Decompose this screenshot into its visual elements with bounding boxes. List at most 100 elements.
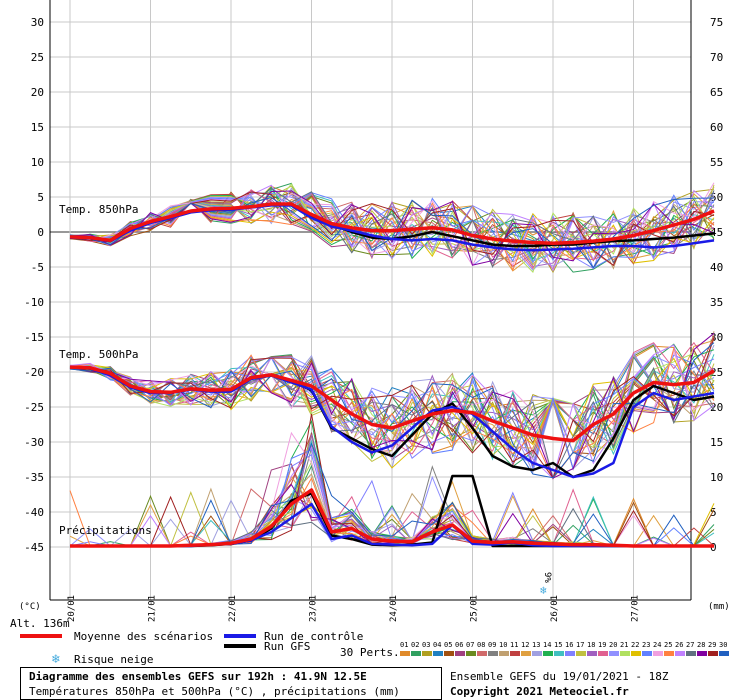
x-tick-label: 21/01: [148, 595, 158, 622]
right-tick-label: 10: [710, 471, 723, 484]
panel-label-850: Temp. 850hPa: [59, 203, 138, 216]
left-tick-label: -15: [24, 331, 44, 344]
pert-legend-label: 30: [719, 641, 727, 649]
plot-area: [50, 0, 691, 600]
pert-legend-label: 18: [587, 641, 595, 649]
pert-legend-label: 02: [411, 641, 419, 649]
pert-legend-label: 05: [444, 641, 452, 649]
pert-legend-label: 14: [543, 641, 551, 649]
pert-legend-swatch: [708, 651, 718, 656]
pert-legend-swatch: [400, 651, 410, 656]
pert-legend-label: 22: [631, 641, 639, 649]
left-tick-label: -5: [31, 261, 44, 274]
series-0-precip: [70, 488, 714, 548]
perturbation-30-t500: [69, 342, 715, 479]
pert-legend-label: 25: [664, 641, 672, 649]
x-axis: 20/01 21/01 22/01 23/01 24/01 25/01 26/01 27/01: [67, 595, 641, 622]
pert-legend-swatch: [488, 651, 498, 656]
pert-legend-swatch: [554, 651, 564, 656]
pert-legend-label: 20: [609, 641, 617, 649]
legend-gfs: Run GFS: [264, 640, 310, 653]
left-tick-label: 0: [37, 226, 44, 239]
pert-legend-swatch: [598, 651, 608, 656]
left-tick-label: 15: [31, 121, 44, 134]
pert-legend-label: 08: [477, 641, 485, 649]
perturbation-count: 30 Perts.: [340, 646, 400, 659]
legend-snow: Risque neige: [74, 653, 153, 666]
right-tick-label: 60: [710, 121, 723, 134]
x-tick-label: 24/01: [389, 595, 399, 622]
pert-legend-swatch: [719, 651, 729, 656]
left-tick-label: 5: [37, 191, 44, 204]
pert-legend-label: 11: [510, 641, 518, 649]
copyright: Copyright 2021 Meteociel.fr: [450, 685, 629, 698]
pert-legend-swatch: [620, 651, 630, 656]
x-tick-label: 26/01: [550, 595, 560, 622]
x-tick-label: 22/01: [228, 595, 238, 622]
x-tick-label: 25/01: [470, 595, 480, 622]
footer-box: Diagramme des ensembles GEFS sur 192h : …: [20, 667, 442, 700]
pert-legend-label: 12: [521, 641, 529, 649]
right-tick-label: 30: [710, 331, 723, 344]
perturbation-24-t500: [69, 350, 715, 481]
left-axis: 30 25 20 15 10 5 0 -5 -10 -15 -20 -25 -30 -35 -40 -45: [24, 16, 44, 554]
legend-control: Run de contrôle: [264, 630, 363, 643]
pert-legend-swatch: [466, 651, 476, 656]
left-unit: (°C): [19, 602, 41, 612]
left-tick-label: -25: [24, 401, 44, 414]
pert-legend-label: 19: [598, 641, 606, 649]
panel-label-500: Temp. 500hPa: [59, 348, 138, 361]
right-tick-label: 5: [710, 506, 717, 519]
snow-risk-marker: 9% ❄: [540, 572, 552, 597]
pert-legend-label: 15: [554, 641, 562, 649]
pert-legend-swatch: [444, 651, 454, 656]
pert-legend-swatch: [477, 651, 487, 656]
pert-legend-swatch: [631, 651, 641, 656]
footer-subtitle: Températures 850hPa et 500hPa (°C) , pré…: [29, 685, 400, 698]
pert-legend-label: 13: [532, 641, 540, 649]
footer-title: Diagramme des ensembles GEFS sur 192h : …: [29, 670, 367, 683]
pert-legend-swatch: [587, 651, 597, 656]
right-tick-label: 70: [710, 51, 723, 64]
right-tick-label: 75: [710, 16, 723, 29]
run-info: Ensemble GEFS du 19/01/2021 - 18Z: [450, 670, 669, 683]
pert-legend-swatch: [499, 651, 509, 656]
left-tick-label: 10: [31, 156, 44, 169]
right-tick-label: 20: [710, 401, 723, 414]
pert-legend-swatch: [653, 651, 663, 656]
pert-legend-swatch: [697, 651, 707, 656]
pert-legend-label: 06: [455, 641, 463, 649]
pert-legend-swatch: [433, 651, 443, 656]
pert-legend-label: 29: [708, 641, 716, 649]
left-tick-label: 25: [31, 51, 44, 64]
x-tick-label: 27/01: [631, 595, 641, 622]
snow-risk-percent: 9%: [542, 572, 552, 583]
pert-legend-label: 28: [697, 641, 705, 649]
x-tick-label: 23/01: [309, 595, 319, 622]
pert-legend-swatch: [664, 651, 674, 656]
pert-legend-label: 17: [576, 641, 584, 649]
pert-legend-label: 16: [565, 641, 573, 649]
pert-legend-swatch: [543, 651, 553, 656]
pert-legend-swatch: [609, 651, 619, 656]
left-tick-label: -30: [24, 436, 44, 449]
right-tick-label: 65: [710, 86, 723, 99]
snowflake-legend-icon: ❄: [51, 652, 60, 667]
pert-legend-swatch: [521, 651, 531, 656]
perturbation-29-t500: [69, 337, 715, 479]
right-tick-label: 55: [710, 156, 723, 169]
credits: Ensemble GEFS du 19/01/2021 - 18Z Copyri…: [450, 669, 669, 699]
pert-legend-swatch: [411, 651, 421, 656]
left-tick-label: 20: [31, 86, 44, 99]
left-tick-label: -45: [24, 541, 44, 554]
pert-legend-label: 04: [433, 641, 441, 649]
left-tick-label: 30: [31, 16, 44, 29]
left-tick-label: -20: [24, 366, 44, 379]
series-0-t850: [69, 202, 715, 245]
perturbation-legend: 01 02 03 04 05 06 07 08 09 10 11 12 13 14 15 16 17 18 19 20…: [400, 641, 729, 656]
pert-legend-swatch: [642, 651, 652, 656]
altitude-label: Alt. 136m: [10, 617, 70, 630]
perturbation-20-t850: [69, 192, 715, 271]
pert-legend-swatch: [510, 651, 520, 656]
